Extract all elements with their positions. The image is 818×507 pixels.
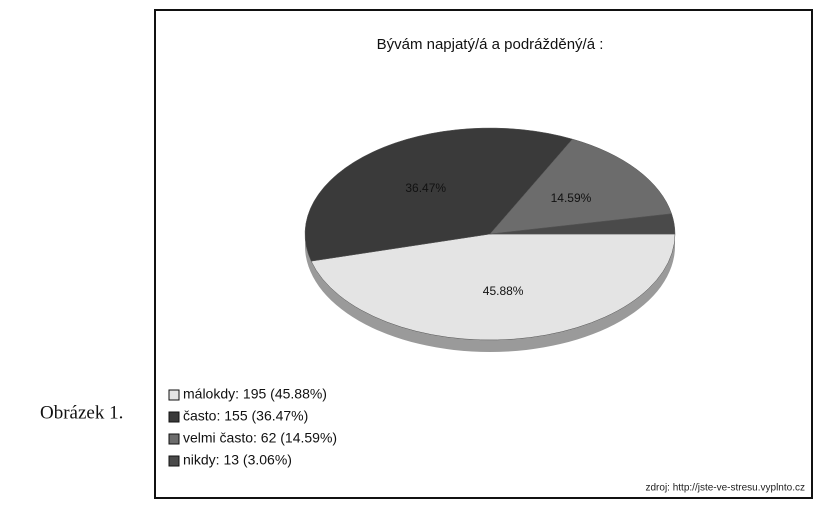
slice-label: 14.59% [551,191,592,205]
pie-slice [304,127,573,262]
slice-label: 36.47% [405,181,446,195]
source: zdroj: http://jste-ve-stresu.vyplnto.cz [645,483,805,494]
legend-label: málokdy: 195 (45.88%) [183,386,327,402]
legend-swatch [168,433,180,445]
pie-slice [310,233,676,341]
pie-slice [489,213,676,235]
slice-label: 45.88% [483,284,524,298]
legend-swatch [168,411,180,423]
pie-slice [489,138,672,235]
legend-swatch [168,389,180,401]
legend-label: často: 155 (36.47%) [183,408,308,424]
legend-label: nikdy: 13 (3.06%) [183,452,292,468]
legend-swatch [168,455,180,467]
caption: Obrázek 1. [40,402,123,423]
chart-title: Bývám napjatý/á a podrážděný/á : [377,36,604,53]
legend-label: velmi často: 62 (14.59%) [183,430,337,446]
